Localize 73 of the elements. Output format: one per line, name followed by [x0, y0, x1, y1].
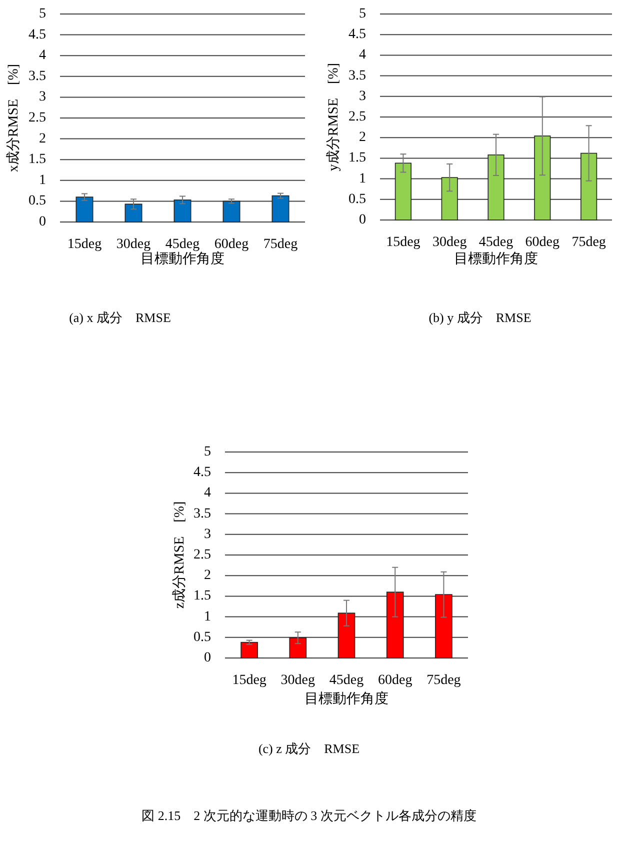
- y-tick-label: 1.5: [194, 588, 211, 604]
- y-tick-label: 1: [204, 609, 211, 624]
- bar: [435, 594, 452, 658]
- y-tick-label: 2: [204, 568, 211, 584]
- x-tick-label: 45deg: [329, 673, 364, 688]
- y-axis-title: x成分RMSE [%]: [6, 64, 22, 172]
- y-tick-label: 4.5: [28, 27, 46, 42]
- bar: [289, 637, 307, 658]
- y-tick-label: 0: [39, 214, 46, 230]
- bar: [338, 612, 356, 658]
- x-tick-label: 60deg: [214, 237, 249, 252]
- y-tick-label: 3: [204, 526, 211, 542]
- x-tick-label: 75deg: [263, 237, 298, 252]
- y-tick-label: 1.5: [28, 152, 46, 168]
- x-tick-label: 45deg: [478, 235, 514, 250]
- y-tick-label: 4: [204, 486, 211, 501]
- y-tick-label: 4.5: [194, 465, 211, 480]
- x-tick-label: 60deg: [525, 235, 560, 250]
- x-axis-title: 目標動作角度: [304, 691, 388, 707]
- y-tick-label: 0: [204, 650, 211, 666]
- x-tick-label: 15deg: [232, 673, 266, 688]
- bar: [222, 200, 240, 222]
- x-tick-label: 15deg: [67, 237, 102, 252]
- x-tick-label: 15deg: [386, 235, 420, 250]
- bar: [240, 642, 258, 658]
- bar: [124, 204, 142, 222]
- y-tick-label: 1: [39, 172, 46, 188]
- text: (c) z 成分 RMSE: [258, 741, 360, 756]
- x-axis-title: 目標動作角度: [140, 251, 224, 267]
- y-tick-label: 2: [359, 130, 366, 146]
- y-tick-label: 4: [359, 48, 366, 63]
- y-tick-label: 2: [39, 131, 46, 146]
- y-tick-label: 1: [359, 171, 366, 186]
- y-tick-label: 0.5: [194, 630, 211, 645]
- x-tick-label: 75deg: [572, 235, 606, 250]
- y-tick-label: 2.5: [194, 548, 211, 562]
- x-tick-label: 60deg: [378, 673, 412, 688]
- text: (a) x 成分 RMSE: [69, 310, 171, 325]
- y-tick-label: 5: [359, 6, 366, 22]
- y-tick-label: 5: [39, 6, 46, 22]
- bar: [76, 196, 94, 222]
- y-tick-label: 4.5: [348, 27, 366, 42]
- caption: 図 2.15 2 次元的な運動時の 3 次元ベクトル各成分の精度: [142, 808, 476, 823]
- y-tick-label: 0.5: [28, 194, 46, 209]
- y-tick-label: 0: [359, 212, 366, 228]
- bar: [174, 200, 192, 222]
- bar: [534, 136, 551, 220]
- x-tick-label: 30deg: [116, 237, 151, 252]
- y-tick-label: 1.5: [348, 150, 366, 166]
- y-tick-label: 0.5: [348, 192, 366, 207]
- bar: [394, 162, 412, 220]
- bar: [441, 177, 458, 220]
- bar: [386, 592, 404, 658]
- x-tick-label: 30deg: [432, 235, 467, 250]
- y-tick-label: 4: [39, 48, 46, 64]
- x-axis-title: 目標動作角度: [454, 251, 538, 267]
- bar: [272, 195, 290, 222]
- x-tick-label: 75deg: [426, 673, 461, 688]
- y-tick-label: 2.5: [348, 110, 366, 124]
- bar: [488, 154, 504, 220]
- text: (b) y 成分 RMSE: [428, 310, 532, 325]
- x-tick-label: 45deg: [165, 237, 200, 252]
- y-axis-title: y成分RMSE [%]: [326, 62, 342, 172]
- y-tick-label: 3.5: [28, 68, 46, 84]
- y-tick-label: 5: [204, 444, 211, 460]
- y-tick-label: 3: [39, 90, 46, 105]
- y-tick-label: 3.5: [348, 68, 366, 84]
- bar: [580, 152, 598, 220]
- y-tick-label: 3: [359, 88, 366, 104]
- x-tick-label: 30deg: [280, 673, 316, 688]
- y-tick-label: 2.5: [28, 110, 46, 126]
- y-axis-title: z成分RMSE [%]: [172, 501, 188, 609]
- y-tick-label: 3.5: [194, 506, 211, 522]
